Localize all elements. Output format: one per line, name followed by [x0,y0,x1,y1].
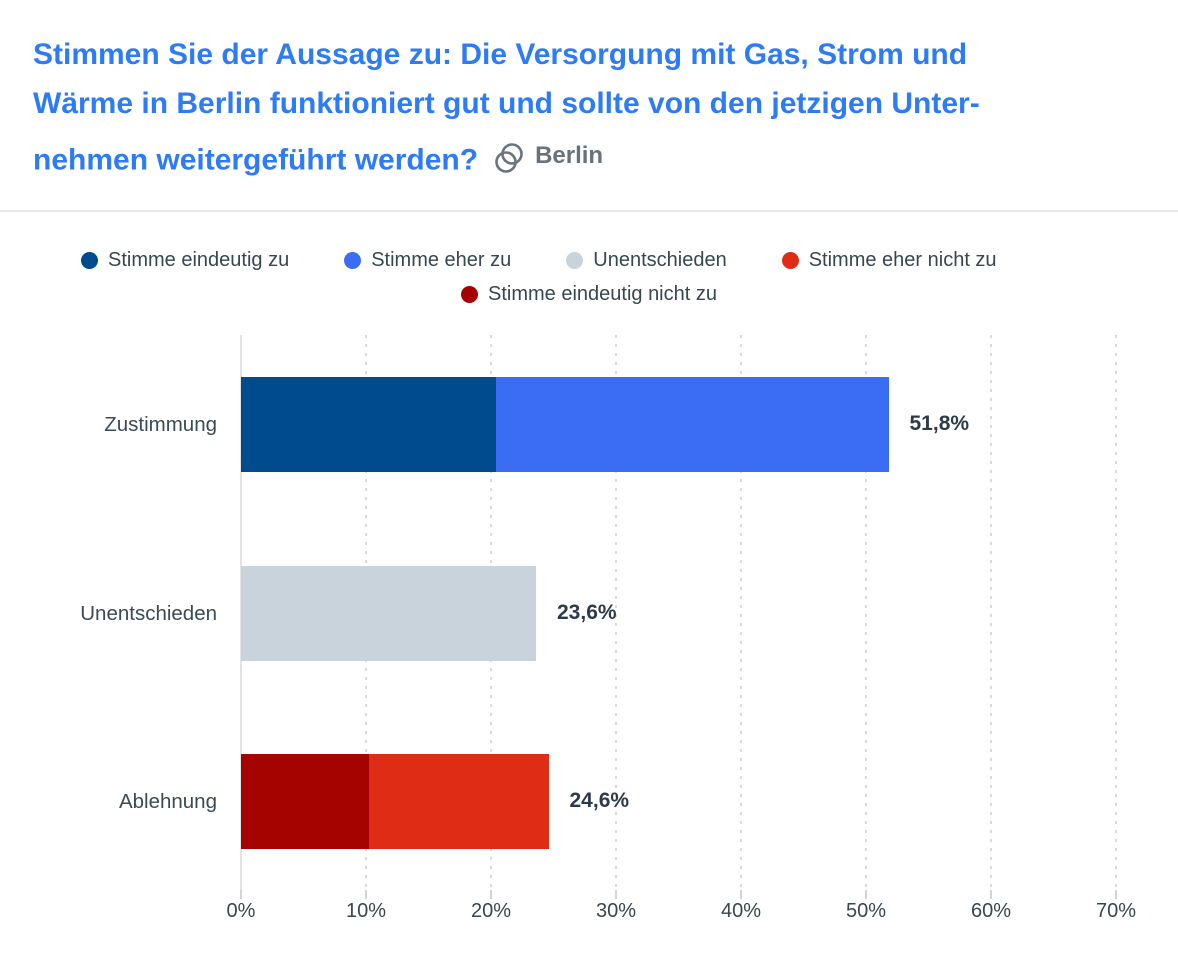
legend-row-2: Stimme eindeutig nicht zu [0,277,1178,311]
region-badge: Berlin [492,128,603,177]
x-tickmark-30 [615,890,617,899]
x-tick-label-30: 30% [595,900,637,922]
legend-item-stimme-eindeutig-zu[interactable]: Stimme eindeutig zu [81,249,289,272]
x-tickmark-40 [740,890,742,899]
question-title-line-3: nehmen weitergeführt werden? Berlin [33,128,1153,185]
x-tickmark-10 [365,890,367,899]
header-divider [0,210,1178,212]
x-gridline-70 [1115,335,1117,890]
x-gridline-60 [990,335,992,890]
category-label-zustimmung: Zustimmung [104,412,217,436]
bar-unentschieden [241,566,536,661]
value-label-unentschieden: 23,6% [557,600,617,624]
question-title-line-1: Stimmen Sie der Aussage zu: Die Versorgu… [33,38,968,71]
legend-item-stimme-eher-zu[interactable]: Stimme eher zu [344,249,511,272]
bar-segment-stimme-eher-zu[interactable] [496,377,889,472]
x-tickmark-20 [490,890,492,899]
x-tickmark-50 [865,890,867,899]
legend-dot-icon [460,285,478,303]
legend-dot-icon [81,251,98,269]
question-title-line-3-text: nehmen weitergeführt werden? [33,143,479,177]
category-label-unentschieden: Unentschieden [80,601,217,625]
bar-segment-stimme-eher-nicht-zu[interactable] [368,754,549,849]
legend-dot-icon [781,251,799,269]
bar-segment-stimme-eindeutig-nicht-zu[interactable] [241,754,369,849]
x-tick-label-20: 20% [470,900,512,922]
x-tick-label-50: 50% [845,900,887,922]
x-tick-label-0: 0% [226,900,256,922]
legend-item-stimme-eindeutig-nicht-zu[interactable]: Stimme eindeutig nicht zu [460,282,717,306]
x-gridline-30 [615,335,617,890]
value-label-zustimmung: 51,8% [909,411,970,435]
question-title: Stimmen Sie der Aussage zu: Die Versorgu… [33,30,1153,185]
bar-zustimmung [241,377,889,472]
x-tick-label-70: 70% [1095,900,1137,922]
question-title-line-2: Wärme in Berlin funktioniert gut und sol… [33,87,980,120]
x-tickmark-60 [990,890,992,899]
bar-ablehnung [241,754,549,849]
x-tick-label-40: 40% [720,900,762,922]
chart-legend: Stimme eindeutig zu Stimme eher zu Unentsc… [0,243,1178,311]
x-tickmark-70 [1115,890,1117,899]
legend-row-1: Stimme eindeutig zu Stimme eher zu Unentsc… [81,243,1178,277]
chart: 0% 10% 20% 30% 40% 50% 60% 70% Zustimmung 51,8% Un… [0,330,1178,962]
legend-item-label: Stimme eher nicht zu [808,248,997,271]
legend-item-label: Unentschieden [593,248,727,271]
x-tick-label-60: 60% [970,900,1012,922]
category-label-ablehnung: Ablehnung [118,789,217,813]
legend-item-label: Stimme eindeutig nicht zu [487,282,717,305]
x-tick-label-10: 10% [345,900,387,922]
legend-item-stimme-eher-nicht-zu[interactable]: Stimme eher nicht zu [781,248,997,272]
value-label-ablehnung: 24,6% [569,788,630,812]
legend-dot-icon [344,251,362,269]
x-tickmark-0 [240,890,242,899]
region-label: Berlin [535,142,604,169]
legend-item-label: Stimme eher zu [371,248,512,271]
x-gridline-50 [865,335,867,890]
overlapping-circles-icon [495,142,523,173]
bar-segment-stimme-eindeutig-zu[interactable] [241,377,496,472]
legend-dot-icon [566,251,584,269]
x-gridline-40 [740,335,742,890]
legend-item-unentschieden[interactable]: Unentschieden [566,248,727,272]
legend-item-label: Stimme eindeutig zu [108,248,290,271]
bar-segment-unentschieden[interactable] [241,566,536,661]
